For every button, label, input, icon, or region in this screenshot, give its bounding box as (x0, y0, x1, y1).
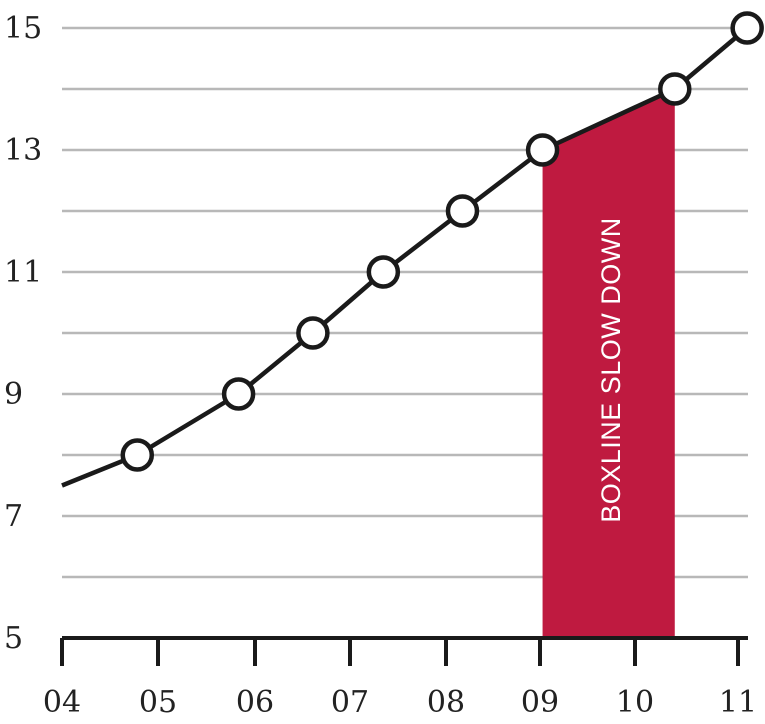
slowdown-label: BOXLINE SLOW DOWN (596, 217, 626, 523)
data-point (224, 380, 253, 409)
x-tick-label: 09 (521, 685, 559, 720)
boxline-slowdown-region: BOXLINE SLOW DOWN (543, 89, 675, 638)
y-tick-label: 15 (4, 11, 42, 46)
y-tick-label: 9 (4, 377, 23, 412)
axes (62, 638, 748, 666)
x-tick-label: 04 (43, 685, 81, 720)
y-tick-label: 11 (4, 255, 42, 290)
x-tick-label: 05 (139, 685, 177, 720)
y-tick-label: 7 (4, 499, 23, 534)
data-point (448, 197, 477, 226)
x-axis-tick-labels: 04 05 06 07 08 09 10 11 (43, 685, 757, 720)
y-tick-label: 13 (4, 133, 42, 168)
x-tick-label: 07 (331, 685, 369, 720)
data-point (733, 14, 762, 43)
x-tick-label: 08 (427, 685, 465, 720)
data-point (369, 258, 398, 287)
y-axis-tick-labels: 5 7 9 11 13 15 (4, 11, 42, 656)
x-tick-label: 11 (719, 685, 757, 720)
data-point (528, 136, 557, 165)
x-tick-label: 06 (236, 685, 274, 720)
data-point (660, 75, 689, 104)
x-tick-label: 10 (616, 685, 654, 720)
y-tick-label: 5 (4, 621, 23, 656)
data-point (298, 319, 327, 348)
data-point (123, 441, 152, 470)
